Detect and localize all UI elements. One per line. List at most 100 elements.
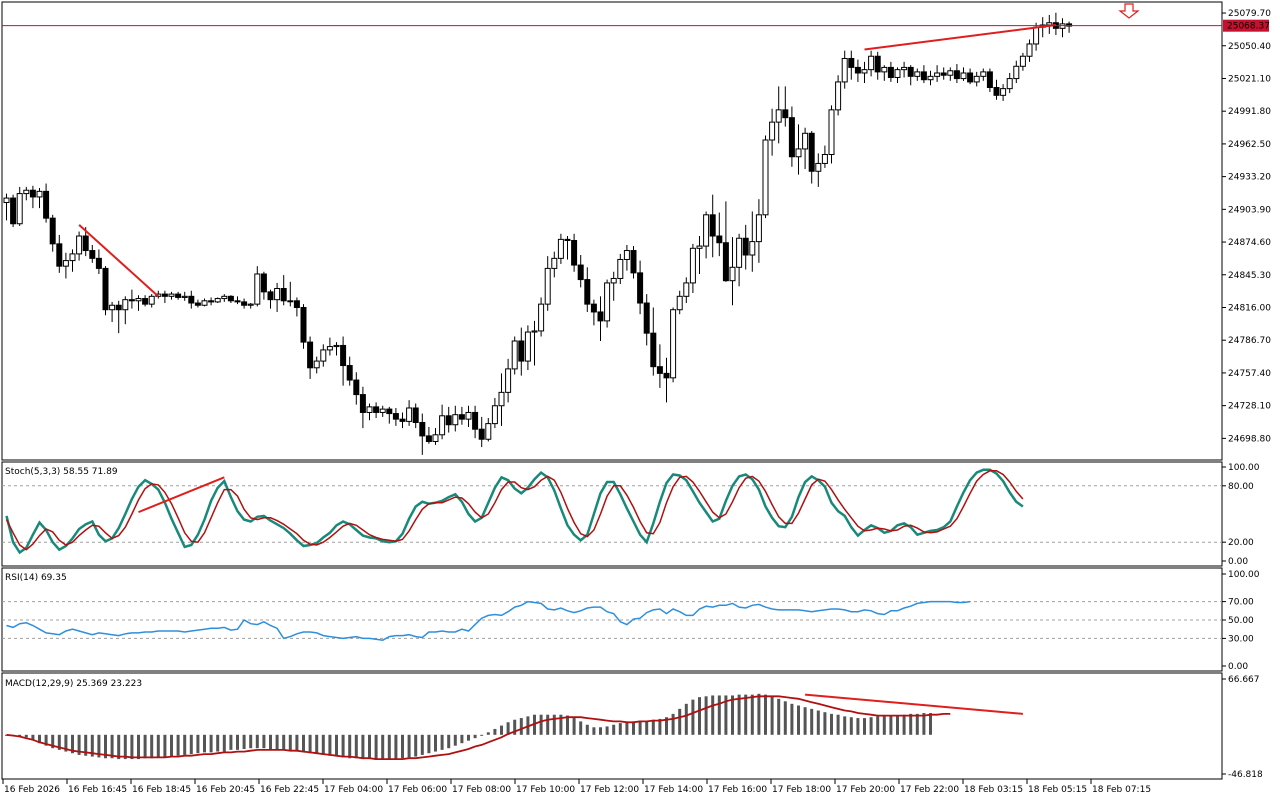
candle <box>782 86 789 127</box>
candle <box>208 297 215 306</box>
candle <box>835 75 842 116</box>
macd-bar <box>836 714 840 735</box>
candle <box>722 201 729 282</box>
macd-bar <box>902 714 906 735</box>
candle <box>10 194 17 228</box>
candle <box>307 336 314 379</box>
macd-bar <box>242 734 246 750</box>
price-trendlines <box>78 23 1057 298</box>
candle <box>802 127 809 170</box>
macd-signal <box>6 693 1023 760</box>
candle <box>940 67 947 80</box>
level-tick-label: 70.00 <box>1228 598 1254 608</box>
macd-bar <box>605 726 609 735</box>
time-tick-label: 16 Feb 16:45 <box>68 785 127 795</box>
macd-bar <box>460 734 464 744</box>
macd-bar <box>269 734 272 750</box>
candle <box>181 291 188 301</box>
macd-bar <box>315 734 319 755</box>
macd-bar <box>856 718 860 735</box>
macd-bar <box>863 718 866 735</box>
macd-bar <box>731 695 734 735</box>
price-candles <box>3 12 1073 455</box>
down-arrow-icon <box>1118 3 1140 19</box>
macd-panel[interactable]: 66.667 -46.818 MACD(12,29,9) 25.369 23.22… <box>1 672 1263 780</box>
price-panel[interactable]: 25079.70 25050.40 25021.10 24991.80 24962.50… <box>1 1 1271 461</box>
macd-bar <box>704 696 708 735</box>
candle <box>234 296 241 305</box>
candle <box>102 266 109 316</box>
candle <box>848 50 855 80</box>
candle <box>49 214 56 252</box>
candle <box>564 236 571 260</box>
macd-bar <box>130 734 134 760</box>
candle <box>274 282 281 312</box>
macd-bar <box>255 734 259 749</box>
price-tick-label: 25079.70 <box>1228 9 1271 19</box>
candle <box>637 260 644 315</box>
candle <box>142 295 149 307</box>
stochastic-panel[interactable]: 100.00 80.00 20.00 0.00 Stoch(5,3,3) 58.55 … <box>1 461 1260 567</box>
candle <box>458 406 465 425</box>
level-tick-label: 80.00 <box>1228 482 1254 492</box>
macd-bar <box>717 695 721 735</box>
candle <box>828 105 835 164</box>
candle <box>538 297 545 337</box>
macd-trendline[interactable] <box>805 693 1023 715</box>
price-tick-label: 24903.90 <box>1228 205 1271 215</box>
macd-bar <box>929 713 932 735</box>
candle <box>960 67 967 81</box>
candle <box>901 61 908 78</box>
candle <box>313 356 320 374</box>
macd-bar <box>84 734 88 756</box>
candle <box>293 297 300 317</box>
candle <box>56 234 63 273</box>
candle <box>465 405 472 427</box>
candle <box>795 124 802 175</box>
macd-bar <box>922 713 926 735</box>
candle <box>168 291 175 300</box>
macd-bar <box>236 734 239 750</box>
candle <box>947 67 954 81</box>
macd-bar <box>658 718 662 735</box>
macd-bar <box>150 734 154 759</box>
candle <box>241 298 248 309</box>
candle <box>254 266 261 307</box>
candle <box>1006 72 1013 94</box>
macd-bar <box>816 710 820 735</box>
current-price-tag: 25068.37 <box>1223 19 1270 32</box>
macd-bar <box>869 717 873 735</box>
rsi-lines <box>6 600 971 641</box>
trendline[interactable] <box>864 23 1057 51</box>
macd-bar <box>335 734 338 757</box>
time-tick-label: 17 Feb 08:00 <box>452 785 511 795</box>
candle <box>683 277 690 304</box>
rsi-panel[interactable]: 100.00 70.00 50.00 30.00 0.00 RSI(14) 69.35 <box>1 567 1260 672</box>
macd-bar <box>414 734 418 757</box>
stoch-trendline[interactable] <box>138 476 225 514</box>
price-tick-label: 25021.10 <box>1228 74 1271 84</box>
macd-bar <box>288 734 292 751</box>
candle <box>267 289 274 309</box>
macd-bar <box>579 721 583 735</box>
macd-bar <box>651 719 655 735</box>
candle <box>973 71 980 87</box>
macd-bar <box>295 734 299 752</box>
time-tick-label: 16 Feb 2026 <box>4 785 60 795</box>
candle <box>399 412 406 429</box>
macd-bar <box>830 713 833 735</box>
macd-bar <box>552 714 556 735</box>
macd-bar <box>473 734 477 739</box>
macd-bar <box>671 713 675 735</box>
candle <box>406 400 413 426</box>
macd-bar <box>282 734 286 750</box>
candle <box>95 249 102 274</box>
candle <box>894 67 901 84</box>
candle <box>340 336 347 386</box>
candle <box>29 185 36 209</box>
trendline[interactable] <box>78 224 159 298</box>
candle <box>577 255 584 288</box>
macd-bar <box>110 734 114 759</box>
rsi-label: RSI(14) 69.35 <box>5 573 67 583</box>
